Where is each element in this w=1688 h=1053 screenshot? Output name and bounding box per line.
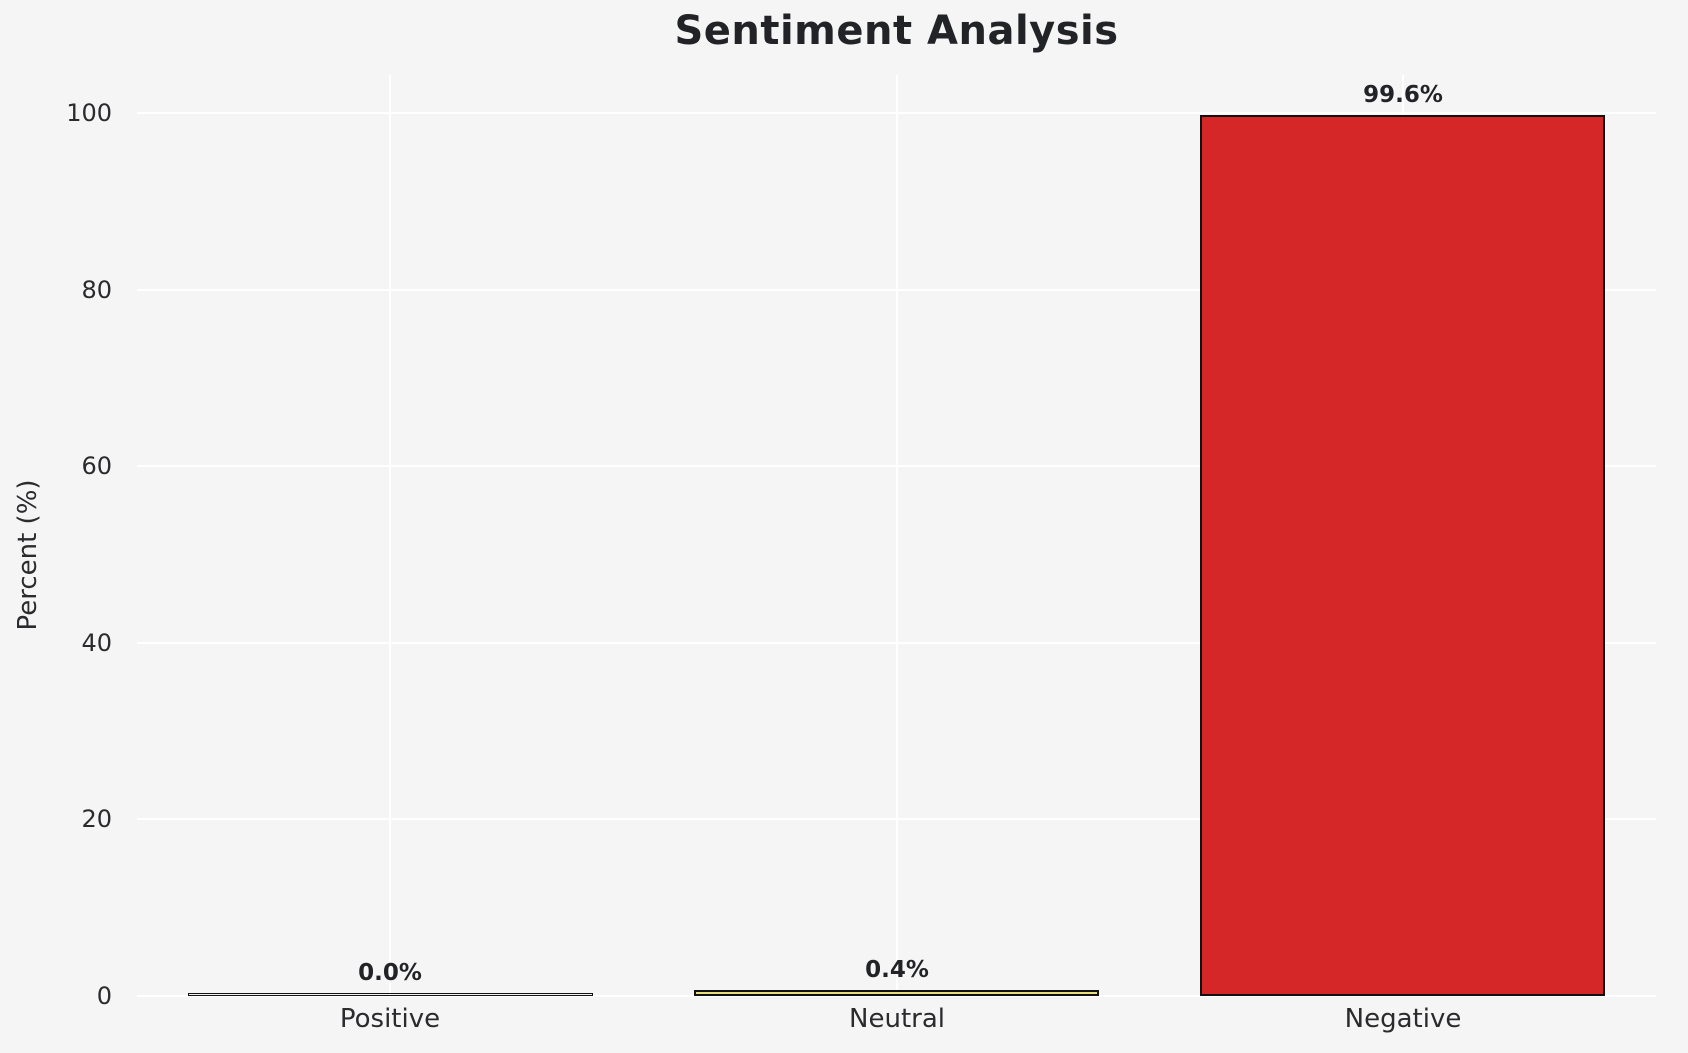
y-tick-label: 80 <box>81 275 112 304</box>
y-tick-label: 0 <box>96 982 112 1010</box>
bar-negative <box>1200 115 1605 996</box>
chart-title: Sentiment Analysis <box>674 8 1119 54</box>
x-tick-label-neutral: Neutral <box>849 1004 945 1034</box>
y-tick-label: 100 <box>66 99 112 127</box>
y-axis-label: Percent (%) <box>13 479 43 631</box>
y-tick-label: 40 <box>81 628 112 657</box>
bar-neutral <box>694 990 1099 996</box>
x-tick-label-negative: Negative <box>1344 1004 1462 1034</box>
bar-value-label: 0.0% <box>358 960 422 986</box>
x-tick-label-positive: Positive <box>339 1004 441 1034</box>
bar-value-label: 0.4% <box>865 957 929 983</box>
v-gridline <box>389 75 392 996</box>
bar-positive <box>188 993 593 996</box>
v-gridline <box>895 75 898 996</box>
y-tick-label: 20 <box>81 805 112 834</box>
y-tick-label: 60 <box>81 452 112 481</box>
bar-value-label: 99.6% <box>1363 82 1443 108</box>
h-gridline <box>137 995 1656 997</box>
